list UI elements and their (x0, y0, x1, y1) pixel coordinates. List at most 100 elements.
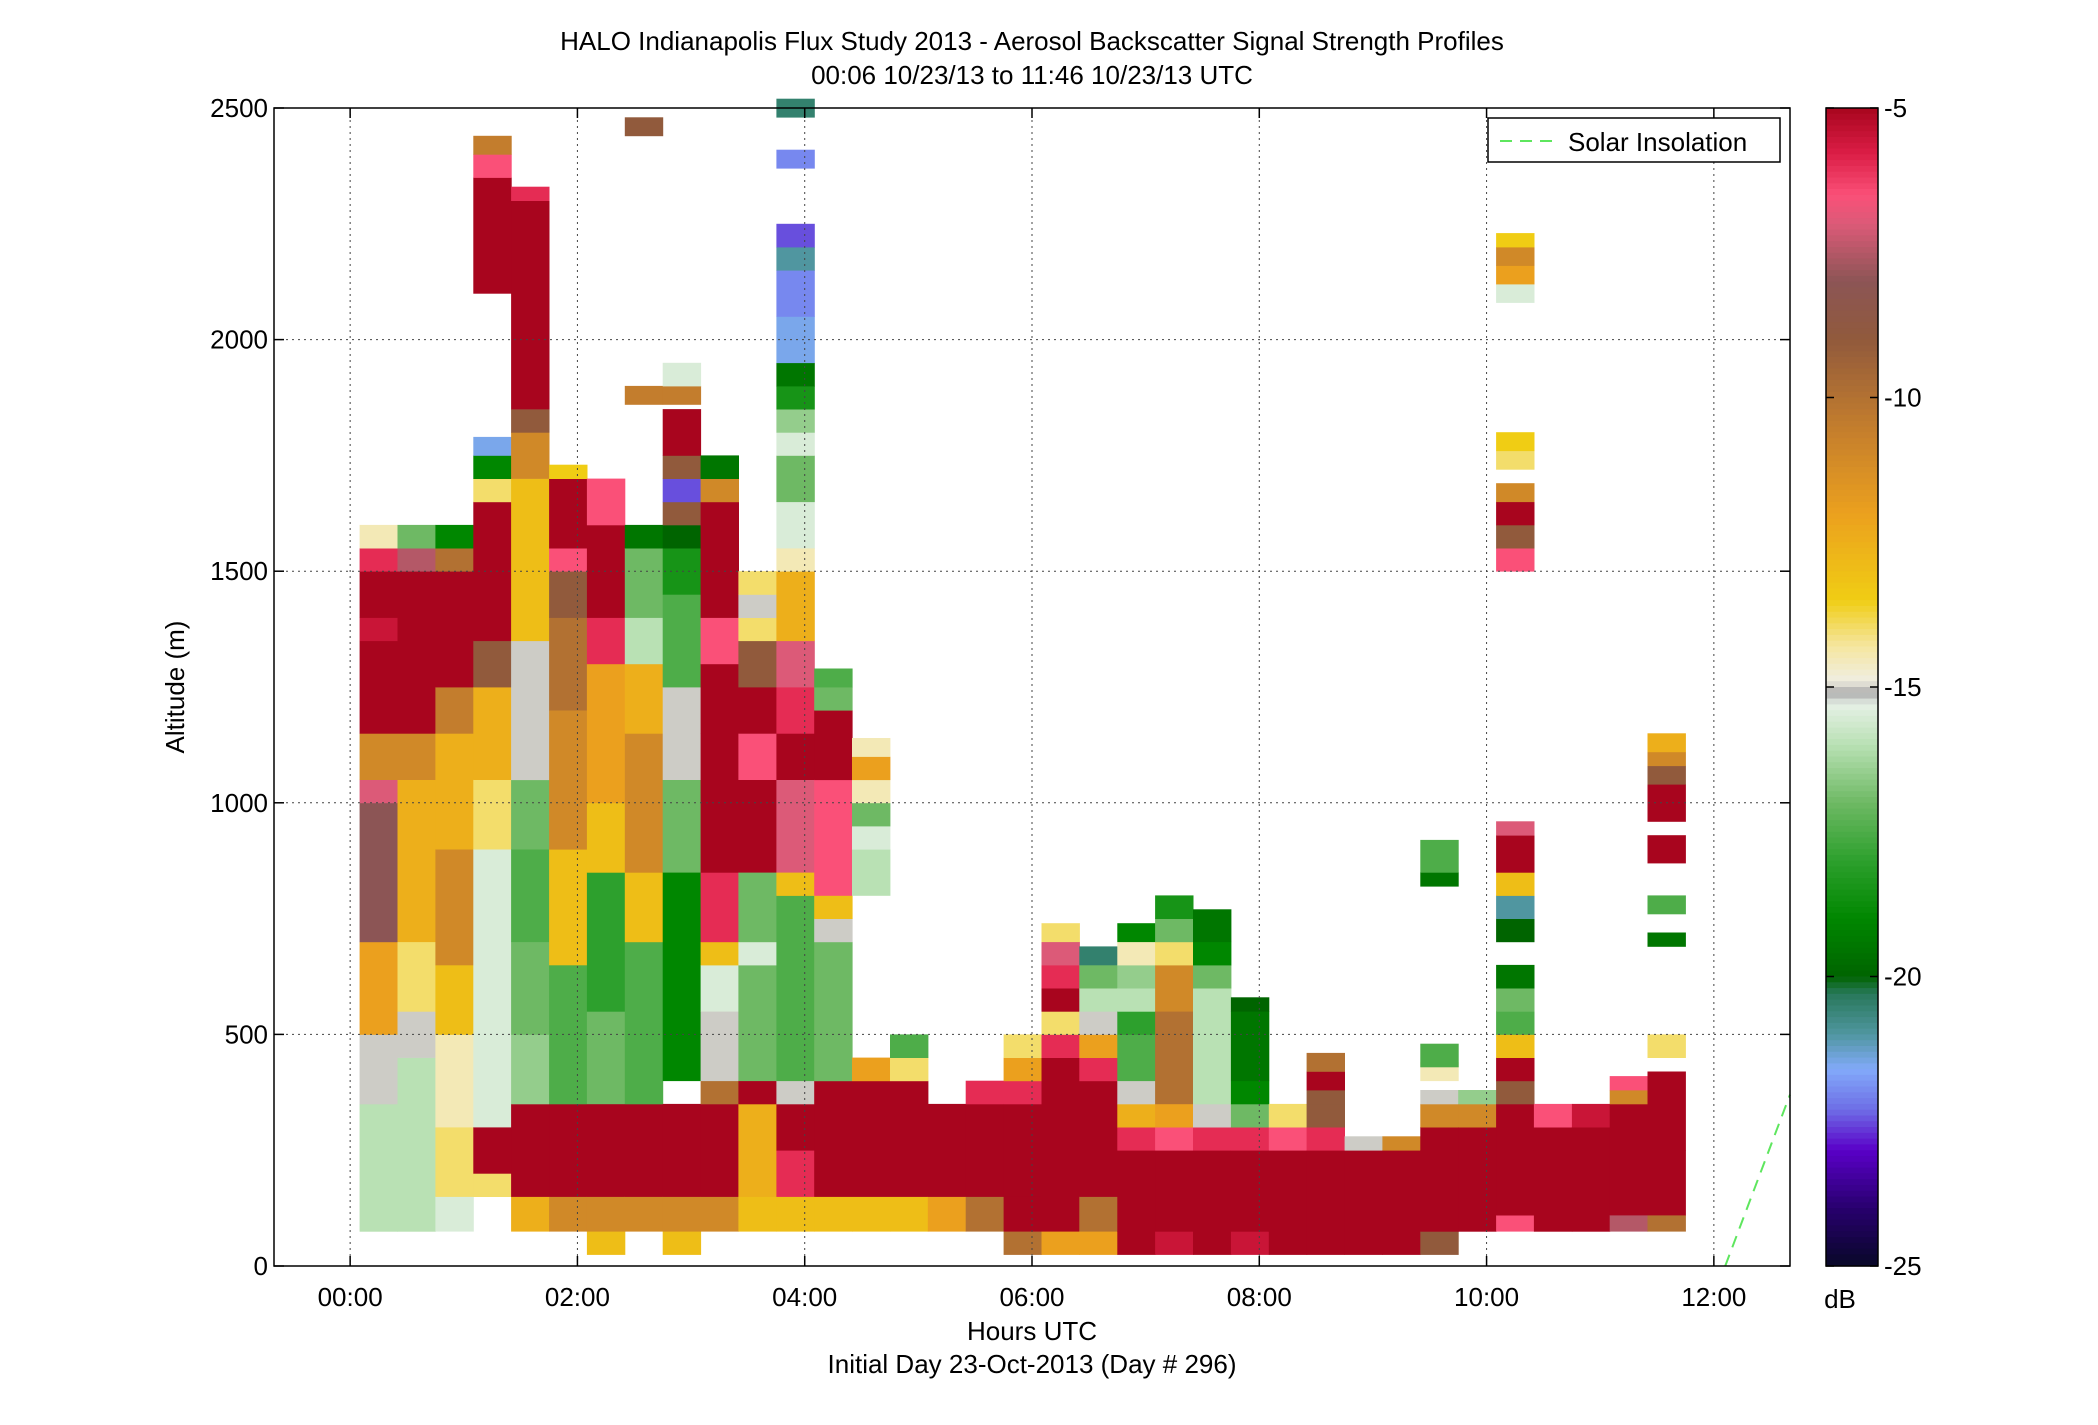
heatmap-cell (435, 524, 474, 549)
x-axis-label: Hours UTC (967, 1316, 1097, 1346)
heatmap-cell (1496, 233, 1535, 248)
colorbar-segment (1826, 756, 1878, 763)
colorbar-segment (1826, 611, 1878, 619)
colorbar-segment (1826, 131, 1878, 138)
colorbar-segment (1826, 293, 1878, 300)
colorbar-segment (1826, 768, 1878, 775)
colorbar-segment (1826, 241, 1878, 248)
heatmap-cell (776, 362, 815, 387)
colorbar-segment (1826, 1127, 1878, 1134)
colorbar-segment (1826, 802, 1878, 810)
heatmap-cell (927, 1103, 967, 1197)
heatmap-cell (511, 186, 550, 201)
heatmap-cell (1458, 1127, 1497, 1151)
colorbar-segment (1826, 466, 1878, 474)
colorbar-segment (1826, 495, 1878, 503)
heatmap-cell (1533, 1150, 1573, 1232)
colorbar-segment (1826, 1115, 1878, 1122)
heatmap-cell (1306, 1150, 1345, 1232)
colorbar-segment (1826, 953, 1878, 960)
colorbar-segment (1826, 924, 1878, 931)
heatmap-cell (852, 1080, 891, 1197)
heatmap-cell (1155, 1127, 1194, 1151)
colorbar-segment (1826, 455, 1878, 462)
heatmap-cell (586, 1196, 626, 1232)
colorbar-segment (1826, 519, 1878, 526)
colorbar-segment (1826, 108, 1878, 115)
y-tick-label: 2500 (210, 93, 268, 123)
colorbar-segment (1826, 814, 1878, 821)
heatmap-cell (624, 663, 664, 734)
x-tick-label: 00:00 (318, 1282, 383, 1312)
colorbar-segment (1826, 333, 1878, 341)
heatmap-cell (1155, 1231, 1194, 1255)
heatmap-cell (473, 135, 512, 155)
heatmap-cell (624, 524, 664, 549)
x-tick-label: 06:00 (999, 1282, 1064, 1312)
heatmap-cell (511, 432, 550, 479)
heatmap-cell (359, 640, 398, 734)
colorbar-segment (1826, 391, 1878, 399)
heatmap-cell (1230, 1150, 1270, 1232)
footer-label: Initial Day 23-Oct-2013 (Day # 296) (828, 1349, 1237, 1379)
heatmap-cell (814, 941, 853, 1082)
colorbar-tick-label: -20 (1884, 962, 1922, 992)
heatmap-cell (814, 710, 853, 781)
heatmap-cell (890, 1057, 929, 1082)
heatmap-cell (1193, 941, 1232, 966)
colorbar-segment (1826, 820, 1878, 827)
heatmap-cell (1496, 821, 1535, 836)
colorbar-segment (1826, 1022, 1878, 1030)
colorbar-segment (1826, 339, 1878, 346)
colorbar-segment (1826, 125, 1878, 132)
heatmap-cell (1458, 1150, 1497, 1232)
heatmap-cell (473, 779, 512, 850)
colorbar-segment (1826, 351, 1878, 358)
heatmap-cell (852, 826, 891, 850)
heatmap-cell (1496, 835, 1535, 873)
heatmap-cell (662, 385, 702, 405)
colorbar-tick-label: -15 (1884, 672, 1922, 702)
heatmap-cell (1647, 751, 1686, 767)
colorbar-segment (1826, 1057, 1878, 1064)
heatmap-cell (1003, 1103, 1042, 1197)
colorbar-segment (1826, 1184, 1878, 1192)
y-tick-label: 0 (254, 1251, 268, 1281)
heatmap-cell (435, 1034, 474, 1128)
heatmap-cell (814, 687, 853, 711)
heatmap-cell (435, 1127, 474, 1197)
colorbar-segment (1826, 246, 1878, 254)
heatmap-cell (890, 1034, 929, 1058)
heatmap-cell (1344, 1231, 1383, 1255)
colorbar-segment (1826, 582, 1878, 590)
heatmap-cell (1420, 1231, 1459, 1255)
colorbar-tick-label: -10 (1884, 383, 1922, 413)
colorbar-segment (1826, 409, 1878, 416)
colorbar-segment (1826, 773, 1878, 781)
colorbar-segment (1826, 252, 1878, 260)
heatmap-cell (359, 941, 398, 1035)
heatmap-cell (435, 849, 474, 966)
heatmap-cell (814, 1196, 853, 1232)
colorbar-segment (1826, 299, 1878, 306)
colorbar-segment (1826, 1213, 1878, 1221)
heatmap-cell (776, 247, 815, 271)
colorbar-segment (1826, 1225, 1878, 1232)
colorbar-segment (1826, 634, 1878, 642)
heatmap-cell (776, 895, 815, 1082)
colorbar-segment (1826, 1063, 1878, 1070)
heatmap-cell (1496, 1103, 1535, 1216)
heatmap-cell (1496, 1034, 1535, 1058)
heatmap-cell (776, 223, 815, 248)
heatmap-cell (1496, 1080, 1535, 1105)
colorbar-tick-label: -5 (1884, 93, 1907, 123)
colorbar-segment (1826, 576, 1878, 584)
heatmap-cell (662, 687, 702, 780)
heatmap-cell (852, 849, 891, 896)
heatmap-cell (1533, 1127, 1573, 1151)
heatmap-cell (1420, 839, 1459, 873)
heatmap-cell (1117, 923, 1156, 943)
heatmap-cell (738, 1103, 777, 1197)
colorbar-segment (1826, 605, 1878, 613)
